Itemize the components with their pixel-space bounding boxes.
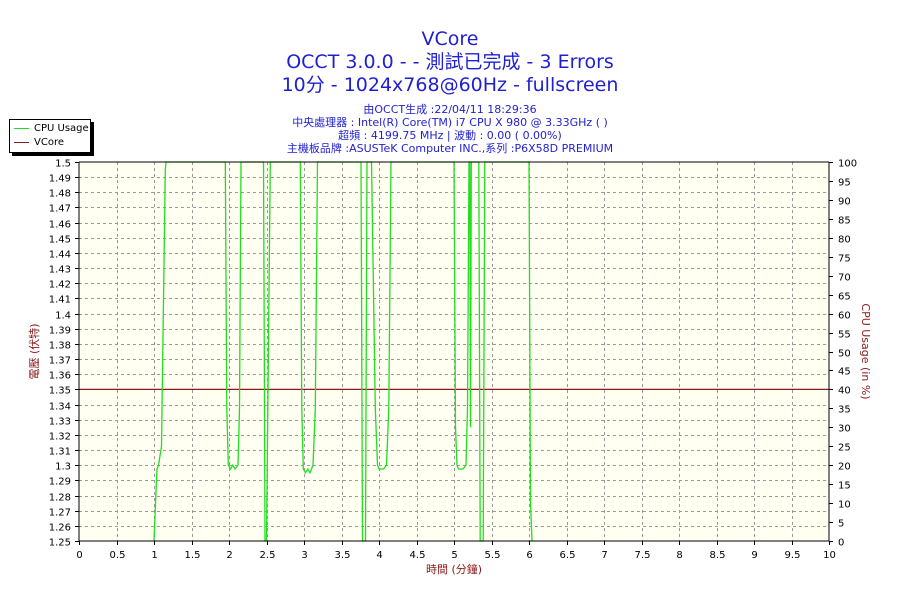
x-tick-label: 6.5 (560, 550, 576, 561)
legend-swatch-cpu-usage (14, 127, 29, 129)
y-left-tick-label: 1.31 (49, 447, 71, 458)
x-tick-label: 7.5 (635, 550, 651, 561)
y-axis-right-title: CPU Usage (in %) (859, 303, 872, 399)
chart-legend: CPU Usage VCore (9, 119, 91, 153)
x-tick-label: 2 (226, 550, 232, 561)
x-tick-label: 1.5 (185, 550, 201, 561)
x-tick-label: 8 (676, 550, 682, 561)
y-right-tick-label: 15 (838, 481, 851, 492)
y-left-tick-label: 1.46 (49, 220, 71, 231)
y-right-tick-label: 35 (838, 405, 851, 416)
y-left-tick-label: 1.44 (49, 250, 71, 261)
x-tick-label: 9 (751, 550, 757, 561)
y-left-tick-label: 1.42 (49, 280, 71, 291)
y-right-tick-label: 55 (838, 330, 851, 341)
y-left-tick-label: 1.33 (49, 417, 71, 428)
y-left-tick-label: 1.48 (49, 189, 71, 200)
x-tick-label: 4.5 (410, 550, 426, 561)
y-right-tick-label: 80 (838, 235, 851, 246)
y-left-tick-label: 1.41 (49, 295, 71, 306)
legend-item-cpu-usage: CPU Usage (14, 123, 89, 135)
y-left-tick-label: 1.35 (49, 386, 71, 397)
x-tick-label: 9.5 (785, 550, 801, 561)
y-left-tick-label: 1.45 (49, 235, 71, 246)
y-left-tick-label: 1.39 (49, 326, 71, 337)
x-tick-label: 5.5 (485, 550, 501, 561)
legend-item-vcore: VCore (14, 137, 64, 149)
y-right-tick-label: 30 (838, 424, 851, 435)
y-left-tick-label: 1.37 (49, 356, 71, 367)
y-right-tick-label: 40 (838, 386, 851, 397)
y-right-tick-label: 85 (838, 216, 851, 227)
y-right-tick-label: 5 (838, 519, 844, 530)
y-left-tick-label: 1.25 (49, 538, 71, 549)
chart-subtitle-resolution: 10分 - 1024x768@60Hz - fullscreen (281, 74, 619, 96)
x-axis-title: 時間 (分鐘) (426, 562, 482, 576)
y-right-tick-label: 50 (838, 349, 851, 360)
y-right-tick-label: 70 (838, 273, 851, 284)
info-motherboard: 主機板品牌 :ASUSTeK Computer INC.,系列 :P6X58D … (286, 142, 614, 155)
x-tick-label: 8.5 (710, 550, 726, 561)
y-right-tick-label: 25 (838, 443, 851, 454)
y-left-tick-label: 1.47 (49, 204, 71, 215)
y-left-tick-label: 1.32 (49, 432, 71, 443)
y-right-tick-label: 45 (838, 367, 851, 378)
x-tick-label: 1 (151, 550, 157, 561)
x-tick-label: 0.5 (110, 550, 126, 561)
legend-label-vcore: VCore (34, 137, 64, 148)
y-right-tick-label: 20 (838, 462, 851, 473)
legend-label-cpu-usage: CPU Usage (34, 123, 89, 134)
y-right-tick-label: 10 (838, 500, 851, 511)
info-generated-by: 由OCCT生成 :22/04/11 18:29:36 (363, 103, 537, 116)
x-tick-label: 4 (376, 550, 382, 561)
y-right-tick-label: 65 (838, 292, 851, 303)
legend-swatch-vcore (14, 141, 29, 143)
y-left-tick-label: 1.27 (49, 508, 71, 519)
x-tick-label: 0 (76, 550, 82, 561)
info-overclock: 超頻 : 4199.75 MHz | 波動 : 0.00 ( 0.00%) (338, 129, 562, 142)
y-left-tick-label: 1.38 (49, 341, 71, 352)
y-axis-left-title: 電壓 (伏特) (27, 323, 41, 379)
chart-subtitle-test: OCCT 3.0.0 - - 測試已完成 - 3 Errors (286, 51, 614, 73)
y-right-tick-label: 95 (838, 178, 851, 189)
y-left-tick-label: 1.43 (49, 265, 71, 276)
y-left-tick-label: 1.34 (49, 402, 71, 413)
x-tick-label: 7 (601, 550, 607, 561)
x-tick-label: 6 (526, 550, 532, 561)
info-cpu: 中央處理器 : Intel(R) Core(TM) i7 CPU X 980 @… (292, 116, 608, 129)
x-tick-label: 10 (823, 550, 836, 561)
y-right-tick-label: 0 (838, 538, 844, 549)
x-tick-label: 2.5 (260, 550, 276, 561)
y-right-tick-label: 75 (838, 254, 851, 265)
y-left-tick-label: 1.49 (49, 174, 71, 185)
y-right-tick-label: 90 (838, 197, 851, 208)
x-tick-label: 3.5 (335, 550, 351, 561)
y-left-tick-label: 1.28 (49, 493, 71, 504)
y-left-tick-label: 1.4 (55, 311, 71, 322)
y-right-tick-label: 60 (838, 311, 851, 322)
chart-title: VCore (421, 28, 479, 50)
y-left-tick-label: 1.36 (49, 371, 71, 382)
y-left-tick-label: 1.5 (55, 159, 71, 170)
y-left-tick-label: 1.3 (55, 462, 71, 473)
y-left-tick-label: 1.29 (49, 477, 71, 488)
y-left-tick-label: 1.26 (49, 523, 71, 534)
x-tick-label: 3 (301, 550, 307, 561)
y-right-tick-label: 100 (838, 159, 857, 170)
x-tick-label: 5 (451, 550, 457, 561)
